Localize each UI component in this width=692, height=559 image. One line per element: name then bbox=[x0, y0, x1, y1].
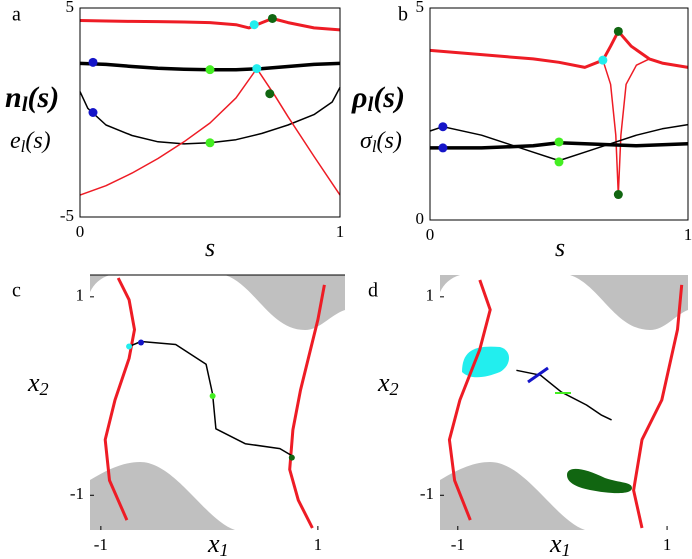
curve bbox=[288, 284, 326, 529]
label-subscript: l bbox=[21, 137, 26, 156]
label-base: x bbox=[27, 368, 40, 397]
label-base: x bbox=[207, 529, 220, 558]
x-tick-label: 1 bbox=[336, 222, 345, 241]
label-subscript: 2 bbox=[390, 379, 399, 399]
label-argument: (s) bbox=[28, 81, 60, 114]
marker bbox=[88, 108, 98, 117]
axis-label: ρl(s) bbox=[351, 81, 405, 116]
domain-d bbox=[440, 275, 688, 530]
y-tick-label: 1 bbox=[426, 286, 435, 305]
label-base: x bbox=[377, 368, 390, 397]
label-subscript: l bbox=[22, 92, 28, 116]
marker bbox=[438, 122, 448, 132]
axis-label: x1 bbox=[549, 529, 571, 559]
panel-label: a bbox=[12, 4, 21, 26]
axis-label: el(s) bbox=[10, 128, 51, 156]
y-tick-label: -1 bbox=[420, 484, 434, 503]
marker bbox=[554, 157, 564, 167]
label-subscript: l bbox=[372, 137, 377, 156]
label-subscript: 2 bbox=[40, 379, 49, 399]
axis-label: x2 bbox=[377, 368, 399, 399]
marker bbox=[265, 89, 275, 99]
label-base: ρ bbox=[351, 81, 367, 114]
marker bbox=[205, 138, 215, 148]
y-tick-label: 0 bbox=[416, 209, 425, 228]
axis-label: x2 bbox=[27, 368, 49, 399]
curve bbox=[103, 277, 136, 521]
axis-label: x1 bbox=[207, 529, 229, 559]
x-tick-label: 1 bbox=[684, 225, 692, 244]
marker bbox=[138, 339, 144, 346]
label-subscript: l bbox=[367, 92, 373, 116]
curve bbox=[79, 67, 341, 196]
x-tick-label: 0 bbox=[76, 222, 85, 241]
marker bbox=[209, 393, 216, 400]
marker bbox=[288, 454, 295, 461]
axes-frame bbox=[79, 7, 341, 218]
marker bbox=[88, 57, 98, 67]
domain-free-space bbox=[440, 275, 688, 530]
cyan-region bbox=[462, 346, 509, 378]
y-tick-label: 1 bbox=[76, 286, 85, 305]
y-tick-label: 5 bbox=[66, 0, 75, 16]
marker bbox=[613, 26, 623, 36]
curve bbox=[79, 17, 341, 32]
label-base: e bbox=[10, 128, 21, 154]
marker bbox=[554, 137, 564, 147]
x-tick-label: -1 bbox=[94, 535, 108, 554]
axis-label: σl(s) bbox=[360, 128, 402, 156]
curve bbox=[632, 284, 684, 529]
panel-label: b bbox=[398, 4, 408, 26]
axes-frame bbox=[429, 7, 689, 221]
x-tick-label: 0 bbox=[426, 225, 435, 244]
x-tick-label: 1 bbox=[663, 535, 672, 554]
y-tick-label: -1 bbox=[70, 484, 84, 503]
domain-free-space bbox=[90, 275, 345, 530]
blue-segment bbox=[527, 366, 549, 384]
label-subscript: 1 bbox=[220, 540, 229, 559]
label-base: n bbox=[5, 81, 22, 114]
marker bbox=[126, 343, 133, 350]
marker bbox=[249, 20, 259, 30]
panel-label: d bbox=[368, 280, 378, 302]
y-tick-label: -5 bbox=[60, 206, 74, 225]
marker bbox=[613, 190, 623, 200]
dark-green-region bbox=[567, 468, 632, 494]
curve bbox=[429, 29, 689, 69]
panel-label: c bbox=[12, 280, 21, 302]
x-tick-label: 1 bbox=[314, 535, 323, 554]
curve bbox=[447, 279, 492, 521]
x-axis-label: s bbox=[555, 233, 565, 262]
x-tick-label: -1 bbox=[451, 535, 465, 554]
marker bbox=[267, 13, 277, 23]
axis-label: nl(s) bbox=[5, 81, 59, 116]
label-base: x bbox=[549, 529, 562, 558]
label-argument: (s) bbox=[377, 128, 402, 154]
marker bbox=[252, 64, 262, 74]
x-axis-label: s bbox=[205, 233, 215, 262]
y-tick-label: 5 bbox=[416, 0, 425, 16]
marker bbox=[438, 143, 448, 153]
domain-c bbox=[90, 274, 345, 530]
marker bbox=[205, 65, 215, 75]
marker bbox=[598, 55, 608, 65]
label-subscript: 1 bbox=[562, 540, 571, 559]
curve bbox=[602, 58, 650, 196]
label-argument: (s) bbox=[373, 81, 405, 114]
curve bbox=[430, 141, 689, 150]
label-base: σ bbox=[360, 128, 373, 154]
label-argument: (s) bbox=[25, 128, 50, 154]
